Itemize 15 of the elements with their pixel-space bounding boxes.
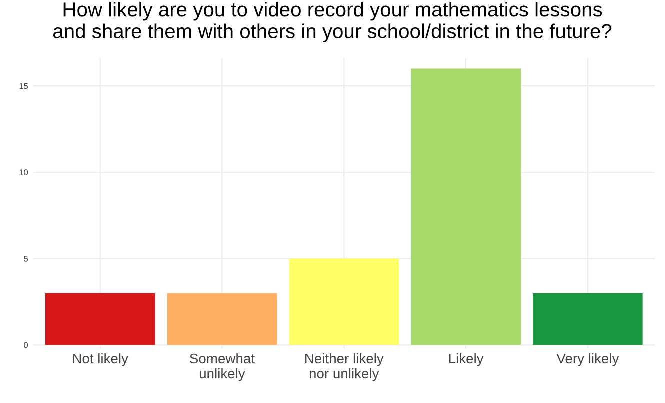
bar [411,68,521,346]
x-tick-label: Very likely [556,353,620,366]
y-tick-label: 10 [20,170,28,176]
x-tick-label: Neither likely nor unlikely [306,353,384,382]
bar [45,293,156,346]
bar [533,293,643,346]
bar [167,293,278,346]
x-tick-label: Somewhat unlikely [190,353,255,382]
y-tick-label: 5 [24,256,28,262]
bar [289,258,399,346]
x-tick-label: Not likely [73,353,128,366]
y-tick-label: 0 [24,342,28,348]
chart-title: How likely are you to video record your mathematics lessons and share them with others in your school/district in the future? [54,2,612,42]
x-tick-label: Likely [449,353,484,366]
y-tick-label: 15 [20,83,28,90]
